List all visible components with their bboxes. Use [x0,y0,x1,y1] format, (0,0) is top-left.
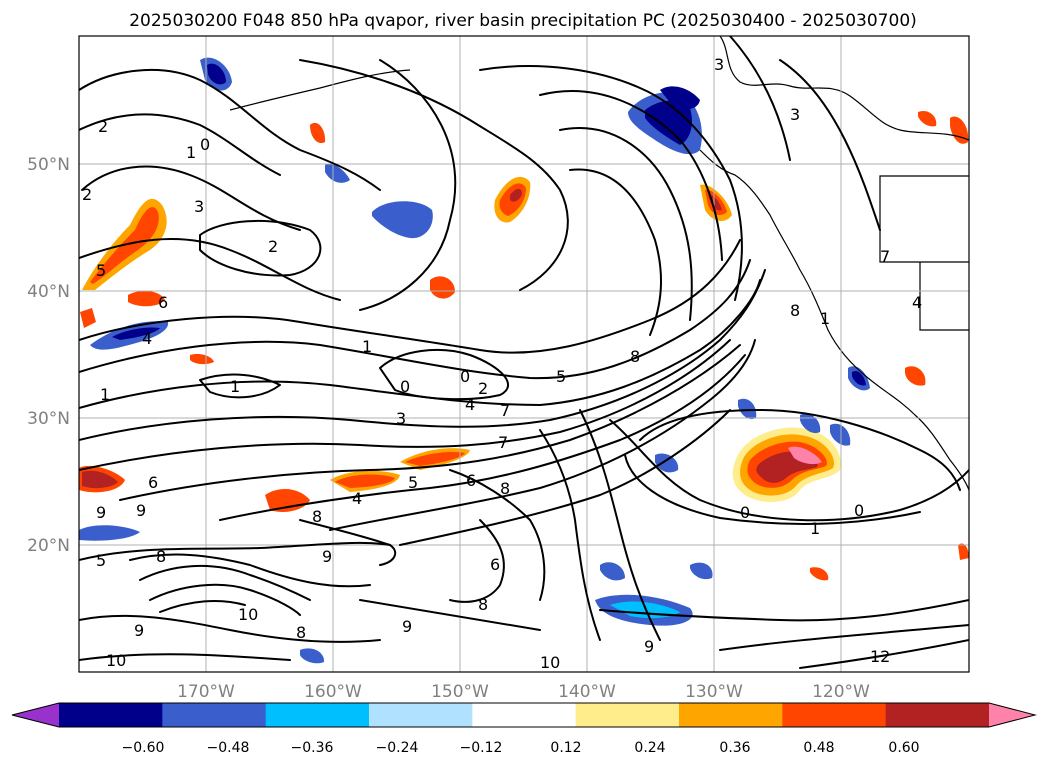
contour-label: 10 [106,651,126,670]
contour-label: 5 [96,551,106,570]
lat-labels: 50°N 40°N 30°N 20°N [27,155,70,556]
lon-label-120w: 120°W [812,682,870,702]
precip-shading [79,57,969,664]
colorbar-swatch [369,703,473,727]
contour-labels: 2 1 0 2 3 2 5 6 4 1 1 0 0 2 4 3 1 7 5 8 … [82,55,922,672]
contour-label: 6 [148,473,158,492]
lat-label-50n: 50°N [27,155,70,175]
colorbar-extend-max [989,703,1035,727]
contour-label: 0 [854,501,864,520]
lon-label-130w: 130°W [685,682,743,702]
contour-label: 8 [478,595,488,614]
contour-label: 4 [142,329,152,348]
contour-label: 8 [156,547,166,566]
contour-label: 7 [498,433,508,452]
contour-label: 3 [790,105,800,124]
contour-label: 8 [790,301,800,320]
contour-label: 7 [500,401,510,420]
contour-label: 9 [402,617,412,636]
coastlines [229,36,969,491]
contour-label: 7 [880,247,890,266]
contour-label: 1 [186,143,196,162]
contour-label: 9 [136,501,146,520]
colorbar-swatch [59,703,163,727]
contour-label: 4 [912,293,922,312]
contour-label: 10 [238,605,258,624]
contour-label: 5 [556,367,566,386]
qvapor-contours [79,36,969,669]
contour-label: 9 [322,547,332,566]
contour-label: 0 [460,367,470,386]
colorbar-tick-label: −0.60 [122,740,165,756]
colorbar-tick-label: 0.48 [803,740,834,756]
contour-label: 8 [296,623,306,642]
contour-label: 1 [810,519,820,538]
contour-label: 6 [158,293,168,312]
contour-label: 6 [490,555,500,574]
contour-label: 4 [465,395,475,414]
colorbar-tick-label: 0.36 [719,740,750,756]
contour-label: 2 [478,379,488,398]
contour-label: 8 [312,507,322,526]
colorbar-tick-label: −0.36 [291,740,334,756]
colorbar-tick-label: −0.24 [376,740,419,756]
contour-label: 5 [408,473,418,492]
colorbar-tick-label: 0.12 [550,740,581,756]
contour-label: 2 [98,117,108,136]
lat-label-40n: 40°N [27,282,70,302]
lon-label-170w: 170°W [177,682,235,702]
contour-label: 0 [200,135,210,154]
lon-label-150w: 150°W [431,682,489,702]
colorbar [11,702,1037,728]
colorbar-swatch [679,703,783,727]
colorbar-tick-labels: −0.60 −0.48 −0.36 −0.24 −0.12 0.12 0.24 … [122,740,920,756]
colorbar-extend-min [12,703,59,727]
contour-label: 2 [268,237,278,256]
colorbar-outline [11,702,1037,728]
colorbar-swatch [162,703,267,727]
figure-title: 2025030200 F048 850 hPa qvapor, river ba… [129,11,917,31]
lon-label-160w: 160°W [304,682,362,702]
map-area: 2 1 0 2 3 2 5 6 4 1 1 0 0 2 4 3 1 7 5 8 … [79,36,969,672]
contour-label: 8 [630,347,640,366]
lon-label-140w: 140°W [558,682,616,702]
lat-label-20n: 20°N [27,536,70,556]
colorbar-tick-label: 0.24 [634,740,665,756]
colorbar-swatch [885,703,990,727]
contour-label: 5 [96,261,106,280]
lat-label-30n: 30°N [27,409,70,429]
map-frame [78,35,970,673]
contour-label: 12 [870,647,890,666]
contour-label: 3 [714,55,724,74]
contour-label: 9 [134,621,144,640]
contour-label: 3 [396,409,406,428]
contour-label: 1 [230,377,240,396]
contour-label: 0 [400,377,410,396]
contour-label: 1 [100,385,110,404]
lon-labels: 170°W 160°W 150°W 140°W 130°W 120°W [177,682,870,702]
colorbar-swatch [265,703,370,727]
contour-label: 0 [740,503,750,522]
contour-label: 3 [194,197,204,216]
contour-label: 1 [820,309,830,328]
contour-label: 9 [644,637,654,656]
colorbar-tick-label: −0.48 [207,740,250,756]
contour-label: 8 [500,479,510,498]
colorbar-swatch [782,703,887,727]
colorbar-tick-label: 0.60 [888,740,919,756]
contour-label: 6 [466,471,476,490]
contour-label: 1 [362,337,372,356]
colorbar-swatch [472,703,577,727]
contour-label: 4 [352,489,362,508]
contour-label: 2 [82,185,92,204]
colorbar-tick-label: −0.12 [460,740,503,756]
contour-label: 9 [96,503,106,522]
colorbar-swatch [575,703,680,727]
contour-label: 10 [540,653,560,672]
